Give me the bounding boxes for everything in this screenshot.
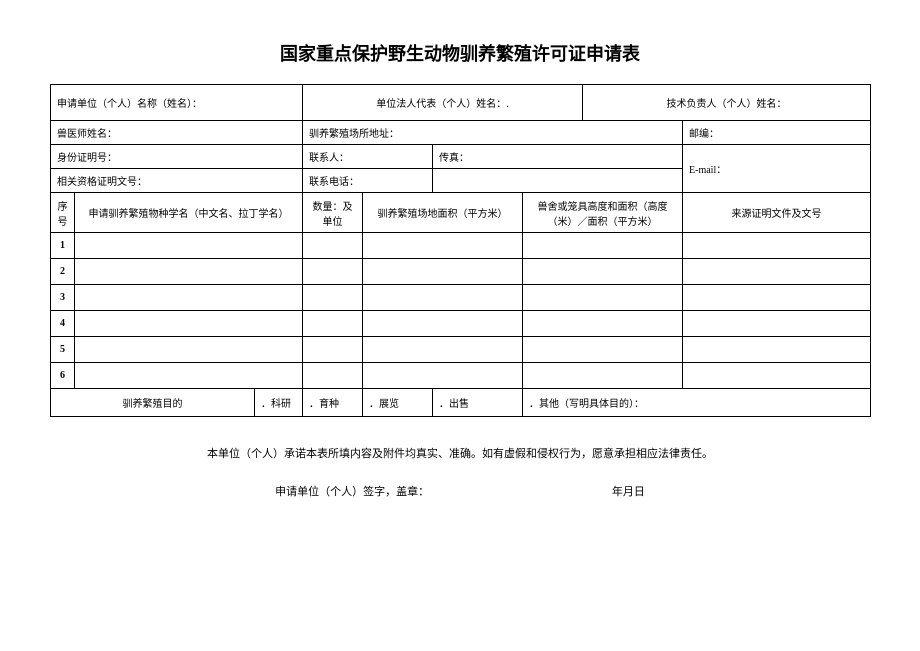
hdr-seq: 序号 <box>51 193 75 233</box>
row-num-3: 3 <box>51 285 75 311</box>
cell-area-6[interactable] <box>363 363 523 389</box>
label-purpose: 驯养繁殖目的 <box>51 389 255 417</box>
label-qual-doc: 相关资格证明文号： <box>51 169 303 193</box>
cell-cage-6[interactable] <box>523 363 683 389</box>
label-site-addr: 驯养繁殖场所地址： <box>303 121 683 145</box>
cell-area-5[interactable] <box>363 337 523 363</box>
label-tech-lead: 技术负责人（个人）姓名： <box>583 85 871 121</box>
opt-research[interactable]: ．科研 <box>255 389 303 417</box>
cell-source-4[interactable] <box>683 311 871 337</box>
opt-exhibit[interactable]: ．展览 <box>363 389 433 417</box>
label-fax: 传真： <box>433 145 683 169</box>
cell-empty-r4 <box>433 169 683 193</box>
page-title: 国家重点保护野生动物驯养繁殖许可证申请表 <box>50 40 870 66</box>
row-num-4: 4 <box>51 311 75 337</box>
sign-label: 申请单位（个人）签字，盖章： <box>275 483 429 499</box>
cell-area-2[interactable] <box>363 259 523 285</box>
row-num-5: 5 <box>51 337 75 363</box>
cell-qty-3[interactable] <box>303 285 363 311</box>
cell-area-4[interactable] <box>363 311 523 337</box>
cell-source-6[interactable] <box>683 363 871 389</box>
cell-species-3[interactable] <box>75 285 303 311</box>
cell-qty-1[interactable] <box>303 233 363 259</box>
label-vet: 兽医师姓名： <box>51 121 303 145</box>
cell-qty-6[interactable] <box>303 363 363 389</box>
cell-cage-3[interactable] <box>523 285 683 311</box>
cell-source-3[interactable] <box>683 285 871 311</box>
cell-cage-4[interactable] <box>523 311 683 337</box>
label-email: E-mail： <box>683 145 871 193</box>
cell-cage-5[interactable] <box>523 337 683 363</box>
cell-source-2[interactable] <box>683 259 871 285</box>
hdr-source: 来源证明文件及文号 <box>683 193 871 233</box>
date-label: 年月日 <box>612 486 645 498</box>
application-form-table: 申请单位（个人）名称（姓名）： 单位法人代表（个人）姓名：. 技术负责人（个人）… <box>50 84 871 417</box>
row-num-6: 6 <box>51 363 75 389</box>
cell-source-5[interactable] <box>683 337 871 363</box>
label-id-no: 身份证明号： <box>51 145 303 169</box>
cell-species-5[interactable] <box>75 337 303 363</box>
cell-area-1[interactable] <box>363 233 523 259</box>
cell-qty-2[interactable] <box>303 259 363 285</box>
cell-species-2[interactable] <box>75 259 303 285</box>
label-phone: 联系电话： <box>303 169 433 193</box>
cell-species-6[interactable] <box>75 363 303 389</box>
cell-area-3[interactable] <box>363 285 523 311</box>
hdr-cage: 兽舍或笼具高度和面积（高度（米）／面积（平方米） <box>523 193 683 233</box>
opt-sell[interactable]: ．出售 <box>433 389 523 417</box>
label-legal-rep: 单位法人代表（个人）姓名：. <box>303 85 583 121</box>
cell-cage-1[interactable] <box>523 233 683 259</box>
label-applicant: 申请单位（个人）名称（姓名）： <box>51 85 303 121</box>
signature-line: 申请单位（个人）签字，盖章： 年月日 <box>50 483 870 499</box>
row-num-1: 1 <box>51 233 75 259</box>
cell-species-4[interactable] <box>75 311 303 337</box>
hdr-species: 申请驯养繁殖物种学名（中文名、拉丁学名） <box>75 193 303 233</box>
opt-breed[interactable]: ．育种 <box>303 389 363 417</box>
cell-species-1[interactable] <box>75 233 303 259</box>
cell-qty-4[interactable] <box>303 311 363 337</box>
cell-source-1[interactable] <box>683 233 871 259</box>
declaration-text: 本单位（个人）承诺本表所填内容及附件均真实、准确。如有虚假和侵权行为，愿意承担相… <box>50 445 870 461</box>
label-postcode: 邮编： <box>683 121 871 145</box>
label-contact: 联系人： <box>303 145 433 169</box>
cell-qty-5[interactable] <box>303 337 363 363</box>
row-num-2: 2 <box>51 259 75 285</box>
hdr-area: 驯养繁殖场地面积（平方米） <box>363 193 523 233</box>
cell-cage-2[interactable] <box>523 259 683 285</box>
opt-other[interactable]: ．其他（写明具体目的）： <box>523 389 871 417</box>
hdr-qty: 数量：及单位 <box>303 193 363 233</box>
